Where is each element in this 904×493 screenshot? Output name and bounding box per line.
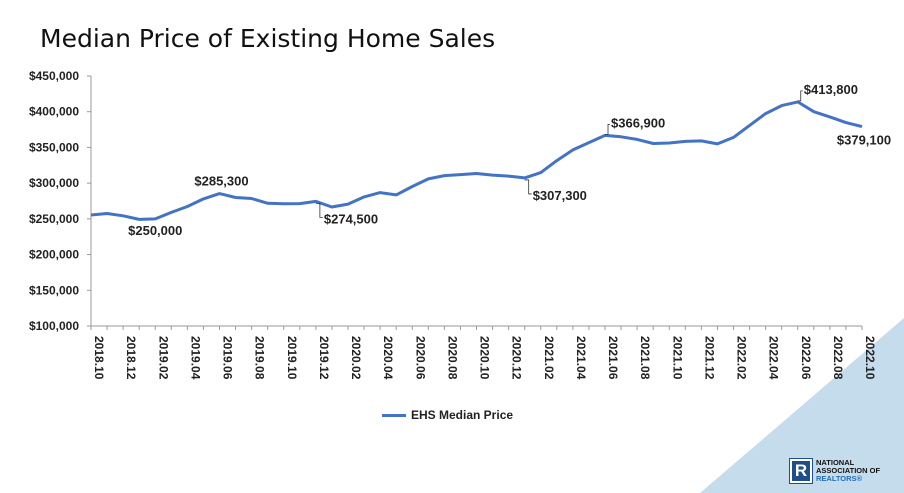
x-tick-label: 2022.08: [831, 336, 845, 380]
x-tick-label: 2019.02: [156, 336, 170, 380]
x-tick-label: 2021.06: [606, 336, 620, 380]
logo-reg: ®: [856, 474, 863, 483]
x-tick-label: 2021.12: [702, 336, 716, 380]
x-tick-label: 2019.06: [221, 336, 235, 380]
nar-logo: R NATIONAL ASSOCIATION OF REALTORS®: [789, 458, 880, 484]
logo-line-1: NATIONAL: [816, 458, 855, 467]
x-tick-label: 2021.08: [638, 336, 652, 380]
x-tick-label: 2020.06: [413, 336, 427, 380]
x-tick-label: 2021.04: [574, 336, 588, 380]
series-line: [90, 100, 863, 221]
y-tick-label: $250,000: [29, 212, 79, 226]
data-label: $366,900: [611, 115, 665, 130]
x-tick-label: 2020.10: [478, 336, 492, 380]
x-tick-label: 2020.12: [510, 336, 524, 380]
x-tick-label: 2022.10: [863, 336, 877, 380]
data-label: $274,500: [324, 211, 378, 226]
y-tick-label: $400,000: [29, 105, 79, 119]
annotation-leader: [797, 90, 803, 102]
annotation-leader: [524, 179, 532, 195]
x-tick-label: 2019.08: [253, 336, 267, 380]
data-label: $250,000: [128, 223, 182, 238]
x-tick-label: 2018.10: [92, 336, 106, 380]
x-tick-label: 2020.04: [381, 336, 395, 380]
x-tick-label: 2019.04: [188, 336, 202, 380]
page-title: Median Price of Existing Home Sales: [40, 24, 496, 53]
annotation-leader: [315, 202, 323, 218]
x-tick-label: 2021.02: [542, 336, 556, 380]
legend-label: EHS Median Price: [411, 408, 514, 422]
chart-legend: EHS Median Price: [382, 408, 513, 422]
x-tick-label: 2022.02: [735, 336, 749, 380]
x-tick-label: 2022.06: [799, 336, 813, 380]
data-label: $379,100: [837, 133, 891, 148]
x-tick-label: 2022.04: [767, 336, 781, 380]
x-tick-label: 2019.12: [317, 336, 331, 380]
x-tick-label: 2020.02: [349, 336, 363, 380]
x-tick-label: 2021.10: [670, 336, 684, 380]
data-label: $307,300: [533, 188, 587, 203]
y-tick-label: $350,000: [29, 140, 79, 154]
logo-line-2: ASSOCIATION OF: [816, 466, 881, 475]
y-tick-label: $450,000: [29, 69, 79, 83]
x-tick-label: 2018.12: [124, 336, 138, 380]
logo-line-3: REALTORS: [816, 474, 857, 483]
y-tick-label: $150,000: [29, 283, 79, 297]
y-tick-label: $300,000: [29, 176, 79, 190]
data-label: $413,800: [804, 82, 858, 97]
data-label: $285,300: [194, 174, 248, 189]
annotation-leader: [605, 123, 610, 135]
y-tick-label: $100,000: [29, 319, 79, 333]
x-tick-label: 2020.08: [445, 336, 459, 380]
legend-swatch: [382, 413, 406, 417]
logo-r-mark: R: [789, 458, 813, 484]
y-tick-label: $200,000: [29, 248, 79, 262]
x-tick-label: 2019.10: [285, 336, 299, 380]
logo-text: NATIONAL ASSOCIATION OF REALTORS®: [816, 459, 880, 483]
